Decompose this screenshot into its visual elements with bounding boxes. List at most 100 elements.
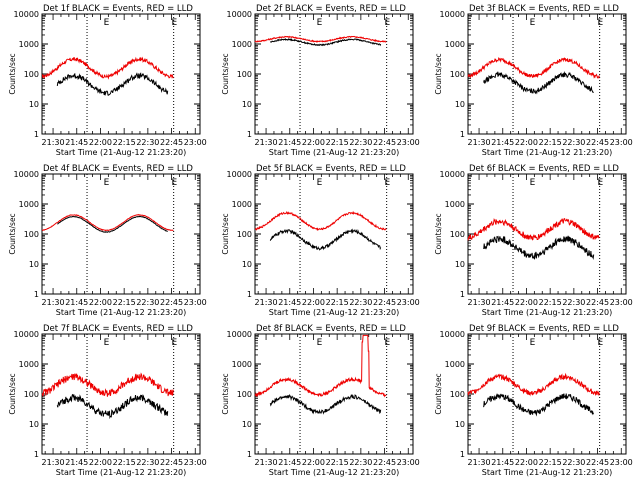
x-tick-label: 21:45 (491, 458, 514, 467)
y-tick-label: 1 (247, 290, 252, 299)
y-tick-label: 1 (34, 290, 39, 299)
x-axis-label: Start Time (21-Aug-12 21:23:20) (269, 148, 400, 157)
y-tick-label: 10 (242, 260, 252, 269)
y-tick-label: 10000 (227, 330, 252, 339)
x-tick-label: 22:30 (562, 138, 585, 147)
x-tick-label: 22:15 (113, 298, 136, 307)
x-axis-label: Start Time (21-Aug-12 21:23:20) (269, 308, 400, 317)
plot-frame (254, 13, 414, 135)
events-series-line (269, 228, 382, 251)
x-tick-label: 21:45 (65, 458, 88, 467)
x-axis-label: Start Time (21-Aug-12 21:23:20) (269, 468, 400, 477)
chart-title: Det 6f BLACK = Events, RED = LLD (469, 164, 619, 174)
x-tick-label: 22:30 (562, 458, 585, 467)
x-tick-label: 21:30 (42, 458, 65, 467)
eclipse-marker: E (598, 178, 604, 188)
x-tick-label: 23:00 (610, 298, 633, 307)
x-tick-label: 21:30 (255, 298, 278, 307)
y-tick-label: 1000 (232, 360, 252, 369)
y-tick-label: 10 (29, 420, 39, 429)
events-series-line (482, 235, 595, 261)
x-tick-label: 22:30 (136, 298, 159, 307)
y-tick-label: 10000 (440, 10, 465, 19)
eclipse-marker: E (385, 338, 391, 348)
y-axis-label: Counts/sec (221, 373, 230, 414)
y-tick-label: 1000 (19, 360, 39, 369)
y-tick-label: 100 (24, 70, 39, 79)
y-tick-label: 1000 (19, 40, 39, 49)
y-tick-label: 100 (24, 390, 39, 399)
x-axis-label: Start Time (21-Aug-12 21:23:20) (56, 148, 187, 157)
y-tick-label: 1000 (232, 200, 252, 209)
x-tick-label: 22:45 (160, 298, 183, 307)
eclipse-marker: E (317, 338, 323, 348)
events-series-line (56, 72, 169, 97)
y-tick-label: 1000 (19, 200, 39, 209)
y-tick-label: 1000 (445, 40, 465, 49)
x-tick-label: 23:00 (184, 138, 207, 147)
x-tick-label: 21:30 (255, 458, 278, 467)
eclipse-marker: E (104, 178, 110, 188)
x-tick-label: 22:00 (302, 458, 325, 467)
eclipse-marker: E (104, 338, 110, 348)
x-tick-label: 22:00 (302, 298, 325, 307)
y-tick-label: 10000 (14, 330, 39, 339)
x-tick-label: 22:15 (326, 138, 349, 147)
x-tick-label: 21:30 (468, 458, 491, 467)
y-tick-label: 100 (450, 390, 465, 399)
plot-frame (254, 333, 414, 455)
plot-frame (467, 13, 627, 135)
y-tick-label: 10 (242, 100, 252, 109)
y-tick-label: 100 (237, 70, 252, 79)
plot-frame (41, 333, 201, 455)
x-tick-label: 22:45 (586, 458, 609, 467)
eclipse-marker: E (385, 18, 391, 28)
y-tick-label: 100 (24, 230, 39, 239)
x-tick-label: 23:00 (397, 138, 420, 147)
x-tick-label: 22:00 (515, 458, 538, 467)
lld-series-line (254, 334, 387, 398)
chart-title: Det 1f BLACK = Events, RED = LLD (43, 4, 193, 14)
events-series-line (57, 215, 168, 233)
y-tick-label: 10000 (14, 10, 39, 19)
x-tick-label: 22:15 (326, 298, 349, 307)
x-axis-label: Start Time (21-Aug-12 21:23:20) (56, 308, 187, 317)
x-tick-label: 21:45 (491, 298, 514, 307)
y-tick-label: 10 (455, 260, 465, 269)
x-tick-label: 21:45 (65, 138, 88, 147)
y-axis-label: Counts/sec (434, 53, 443, 94)
x-tick-label: 23:00 (610, 138, 633, 147)
lld-series-line (467, 372, 600, 397)
lld-series-line (467, 217, 600, 241)
x-tick-label: 21:30 (468, 138, 491, 147)
lld-series-line (41, 372, 174, 397)
x-tick-label: 22:00 (89, 298, 112, 307)
y-axis-label: Counts/sec (221, 53, 230, 94)
x-tick-label: 23:00 (184, 298, 207, 307)
x-tick-label: 22:00 (89, 458, 112, 467)
y-tick-label: 1 (247, 450, 252, 459)
chart-title: Det 3f BLACK = Events, RED = LLD (469, 4, 619, 14)
y-tick-label: 1000 (232, 40, 252, 49)
x-axis-label: Start Time (21-Aug-12 21:23:20) (482, 148, 613, 157)
eclipse-marker: E (598, 338, 604, 348)
lld-series-line (41, 213, 174, 232)
y-tick-label: 10 (29, 100, 39, 109)
x-tick-label: 21:30 (42, 138, 65, 147)
y-tick-label: 10 (29, 260, 39, 269)
chart-title: Det 2f BLACK = Events, RED = LLD (256, 4, 406, 14)
eclipse-marker: E (385, 178, 391, 188)
y-axis-label: Counts/sec (8, 213, 17, 254)
x-tick-label: 22:45 (373, 298, 396, 307)
y-tick-label: 1 (460, 130, 465, 139)
x-tick-label: 22:45 (160, 458, 183, 467)
x-tick-label: 21:45 (278, 138, 301, 147)
x-tick-label: 22:30 (562, 298, 585, 307)
x-axis-label: Start Time (21-Aug-12 21:23:20) (56, 468, 187, 477)
chart-title: Det 7f BLACK = Events, RED = LLD (43, 324, 193, 334)
y-tick-label: 100 (237, 230, 252, 239)
x-tick-label: 22:45 (160, 138, 183, 147)
x-tick-label: 23:00 (397, 458, 420, 467)
lld-series-line (254, 35, 387, 43)
events-series-line (56, 393, 169, 420)
